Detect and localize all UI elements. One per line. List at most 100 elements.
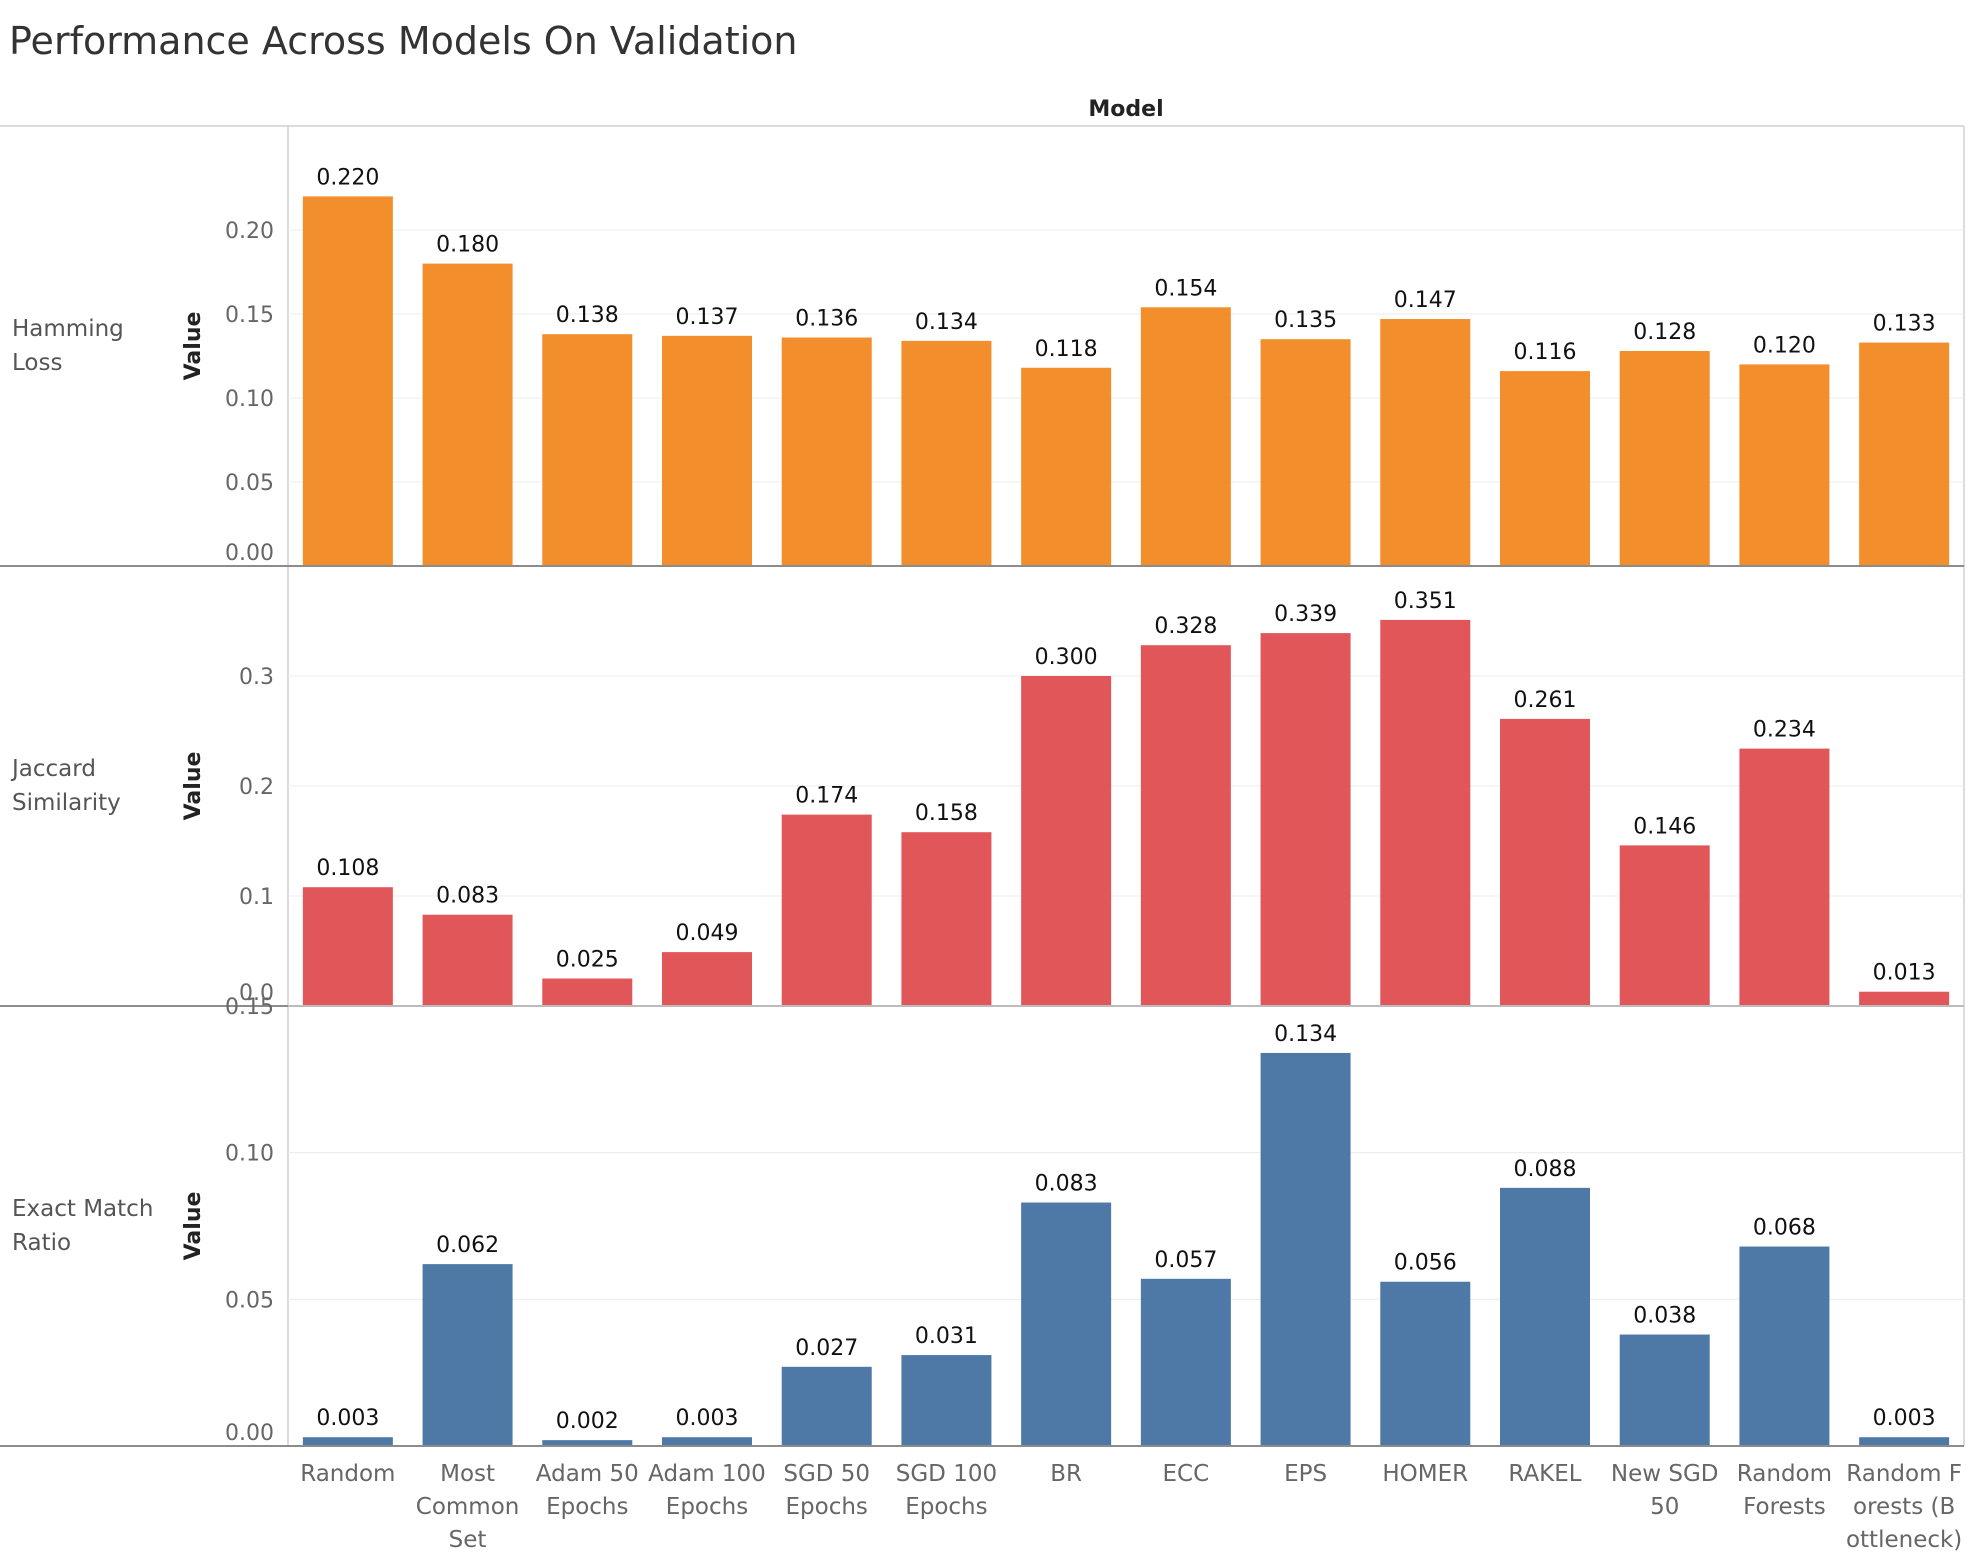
row-label: Hamming Loss xyxy=(12,316,124,376)
bar-exact-match-ratio-homer xyxy=(1380,1281,1471,1446)
bar-exact-match-ratio-sgd-100-epochs xyxy=(901,1355,992,1446)
bar-exact-match-ratio-eps xyxy=(1260,1052,1351,1446)
data-label: 0.133 xyxy=(1873,312,1936,337)
bar-exact-match-ratio-rakel xyxy=(1500,1187,1590,1446)
y-tick-label: 0.15 xyxy=(225,995,274,1020)
bar-jaccard-similarity-most-common-set xyxy=(422,914,513,1006)
data-label: 0.002 xyxy=(556,1409,619,1434)
bar-exact-match-ratio-adam-100-epochs xyxy=(662,1437,752,1446)
bar-exact-match-ratio-br xyxy=(1021,1202,1112,1446)
x-tick-label-line: SGD 100 xyxy=(896,1461,997,1487)
bar-hamming-loss-br xyxy=(1021,367,1112,566)
bar-hamming-loss-eps xyxy=(1260,339,1351,566)
x-tick-label: Random F orests (B ottleneck) xyxy=(1846,1461,1962,1553)
data-label: 0.351 xyxy=(1394,589,1457,614)
x-tick-label-line: 50 xyxy=(1650,1494,1679,1520)
column-header: Model xyxy=(1088,97,1163,122)
bar-hamming-loss-random-forests-bottleneck xyxy=(1859,342,1950,566)
bar-jaccard-similarity-adam-100-epochs xyxy=(662,952,752,1006)
bar-exact-match-ratio-random xyxy=(302,1437,393,1446)
data-label: 0.339 xyxy=(1274,602,1337,627)
x-tick-label-line: HOMER xyxy=(1382,1461,1468,1487)
bar-jaccard-similarity-new-sgd-50 xyxy=(1619,845,1710,1006)
x-tick-label-line: ECC xyxy=(1163,1461,1210,1487)
data-label: 0.003 xyxy=(316,1406,379,1431)
bar-jaccard-similarity-sgd-100-epochs xyxy=(901,832,992,1006)
chart-title: Performance Across Models On Validation xyxy=(9,19,798,63)
bar-jaccard-similarity-random-forests xyxy=(1739,748,1830,1006)
data-label: 0.158 xyxy=(915,801,978,826)
bar-jaccard-similarity-br xyxy=(1021,676,1112,1006)
bar-hamming-loss-most-common-set xyxy=(422,263,513,566)
bar-hamming-loss-random xyxy=(302,196,393,566)
data-label: 0.083 xyxy=(436,884,499,909)
x-tick-label-line: Random F xyxy=(1846,1461,1962,1487)
panels: 0.00 0.05 0.10 0.15 0.20 Hamming Loss Value 0.22… xyxy=(0,125,1965,1447)
x-tick-label-line: Most xyxy=(440,1461,495,1487)
row-label-line: Exact Match xyxy=(12,1196,153,1222)
x-tick-label: SGD 50 Epochs xyxy=(783,1461,870,1520)
bar-exact-match-ratio-ecc xyxy=(1140,1278,1231,1446)
y-tick-label: 0.1 xyxy=(239,885,274,910)
x-tick-label: Random Forests xyxy=(1737,1461,1832,1520)
data-label: 0.220 xyxy=(316,165,379,190)
x-tick-label: New SGD 50 xyxy=(1611,1461,1719,1520)
bar-hamming-loss-new-sgd-50 xyxy=(1619,350,1710,566)
x-tick-label-line: Epochs xyxy=(786,1494,868,1520)
bar-hamming-loss-sgd-50-epochs xyxy=(781,337,872,566)
data-label: 0.068 xyxy=(1753,1216,1816,1241)
x-tick-label-line: Common xyxy=(416,1494,520,1520)
x-tick-label-line: New SGD xyxy=(1611,1461,1719,1487)
data-label: 0.180 xyxy=(436,233,499,258)
x-tick-label: ECC xyxy=(1163,1461,1210,1487)
x-tick-label: BR xyxy=(1050,1461,1082,1487)
bar-jaccard-similarity-rakel xyxy=(1500,718,1590,1006)
data-label: 0.174 xyxy=(795,784,858,809)
x-tick-label-line: orests (B xyxy=(1853,1494,1955,1520)
x-tick-label: Adam 50 Epochs xyxy=(536,1461,639,1520)
y-tick-label: 0.05 xyxy=(225,471,274,496)
x-tick-label-line: Adam 100 xyxy=(648,1461,766,1487)
bar-hamming-loss-rakel xyxy=(1500,371,1590,566)
bar-jaccard-similarity-ecc xyxy=(1140,645,1231,1006)
y-tick-label: 0.20 xyxy=(225,219,274,244)
y-tick-label: 0.00 xyxy=(225,541,274,566)
row-label: Exact Match Ratio xyxy=(12,1196,153,1256)
x-tick-label-line: Epochs xyxy=(546,1494,628,1520)
data-label: 0.062 xyxy=(436,1233,499,1258)
data-label: 0.056 xyxy=(1394,1251,1457,1276)
bar-hamming-loss-adam-100-epochs xyxy=(662,335,752,566)
data-label: 0.031 xyxy=(915,1324,978,1349)
x-tick-label: HOMER xyxy=(1382,1461,1468,1487)
bar-hamming-loss-homer xyxy=(1380,319,1471,566)
data-label: 0.025 xyxy=(556,948,619,973)
y-tick-label: 0.00 xyxy=(225,1421,274,1446)
x-tick-label-line: BR xyxy=(1050,1461,1082,1487)
data-label: 0.137 xyxy=(676,305,739,330)
x-tick-label: EPS xyxy=(1284,1461,1327,1487)
x-tick-label: Most Common Set xyxy=(416,1461,520,1553)
row-label-line: Similarity xyxy=(12,790,121,816)
bar-hamming-loss-adam-50-epochs xyxy=(542,334,633,566)
x-tick-label-line: Adam 50 xyxy=(536,1461,639,1487)
data-label: 0.261 xyxy=(1514,688,1577,713)
data-label: 0.003 xyxy=(1873,1406,1936,1431)
data-label: 0.136 xyxy=(795,307,858,332)
x-tick-label-line: ottleneck) xyxy=(1846,1527,1962,1553)
data-label: 0.120 xyxy=(1753,333,1816,358)
y-axis-title: Value xyxy=(181,312,206,381)
data-label: 0.003 xyxy=(676,1406,739,1431)
data-label: 0.057 xyxy=(1154,1248,1217,1273)
bar-hamming-loss-sgd-100-epochs xyxy=(901,340,992,566)
y-tick-label: 0.10 xyxy=(225,387,274,412)
y-axis-title: Value xyxy=(181,752,206,821)
y-tick-label: 0.3 xyxy=(239,665,274,690)
bar-jaccard-similarity-random-forests-bottleneck xyxy=(1859,991,1950,1006)
row-label: Jaccard Similarity xyxy=(10,756,121,816)
bar-jaccard-similarity-adam-50-epochs xyxy=(542,978,633,1006)
bar-jaccard-similarity-homer xyxy=(1380,619,1471,1006)
data-label: 0.013 xyxy=(1873,961,1936,986)
bar-exact-match-ratio-random-forests-bottleneck xyxy=(1859,1437,1950,1446)
